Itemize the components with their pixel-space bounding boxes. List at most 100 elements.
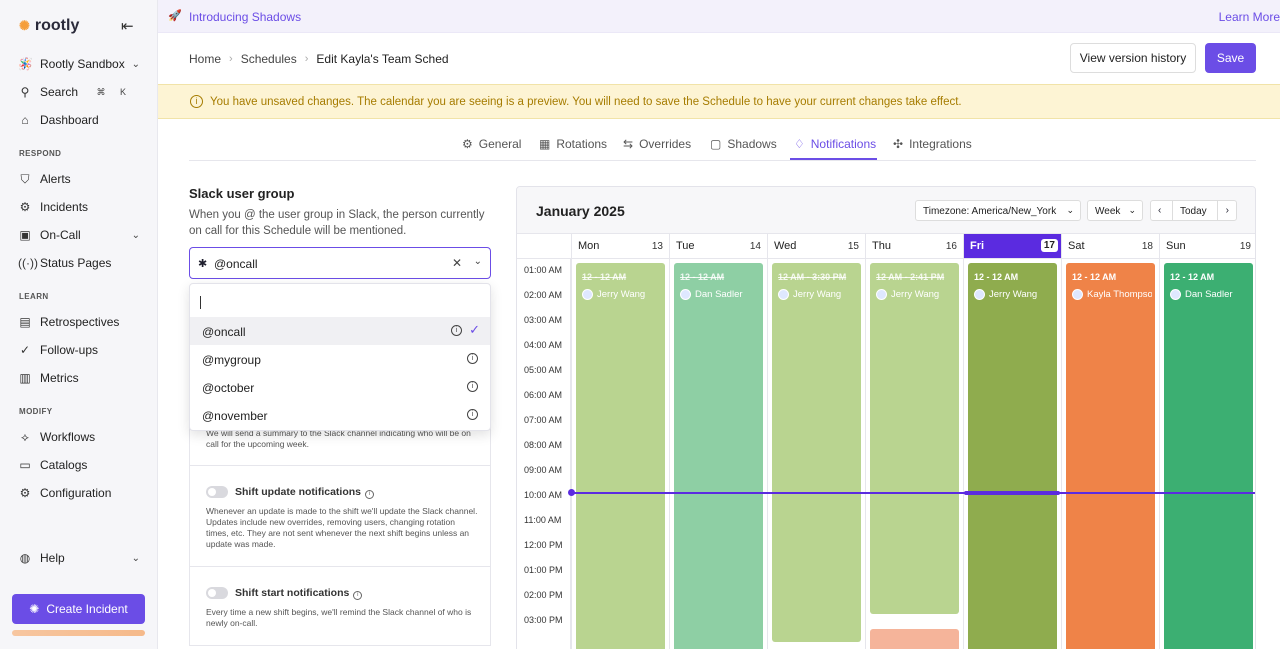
shift-user-name: Dan Sadler — [1185, 289, 1233, 300]
day-header-mon[interactable]: Mon 13 — [571, 234, 669, 259]
tab-rotations[interactable]: ▦ Rotations — [539, 133, 607, 155]
user-group-option[interactable]: @oncall i ✓ — [190, 317, 490, 345]
hour-label: 08:00 AM — [524, 440, 563, 450]
shift-block[interactable]: 12 - 12 AM Jerry Wang — [576, 263, 665, 649]
info-icon[interactable]: i — [451, 325, 462, 336]
view-version-history-button[interactable]: View version history — [1070, 43, 1196, 73]
shield-icon: ⛉ — [20, 171, 30, 186]
info-icon[interactable]: i — [467, 381, 478, 392]
shift-block[interactable] — [870, 629, 959, 649]
today-button[interactable]: Today — [1180, 206, 1207, 217]
user-group-option[interactable]: @october i — [190, 373, 490, 401]
sidebar-item-metrics[interactable]: ▥ Metrics — [18, 369, 142, 387]
tab-integrations[interactable]: ✣ Integrations — [893, 133, 972, 155]
shift-user: Dan Sadler — [1170, 289, 1250, 300]
day-date: 19 — [1239, 241, 1251, 252]
tab-notifications[interactable]: ♢ Notifications — [794, 133, 876, 155]
tab-label: Shadows — [727, 137, 777, 151]
sidebar-item-dashboard[interactable]: ⌂ Dashboard — [18, 111, 142, 129]
hour-label: 01:00 PM — [524, 565, 563, 575]
calendar-toolbar: January 2025 Timezone: America/New_York … — [517, 187, 1255, 234]
shift-time: 12 - 12 AM — [582, 272, 627, 282]
shift-block[interactable]: 12 AM - 2:41 PM Jerry Wang — [870, 263, 959, 614]
card-description: Every time a new shift begins, we'll rem… — [206, 607, 472, 628]
sidebar-item-search[interactable]: ⚲ Search ⌘ K — [18, 83, 142, 101]
shift-update-toggle[interactable] — [206, 486, 228, 498]
hour-label: 06:00 AM — [524, 390, 563, 400]
tab-label: Overrides — [639, 137, 692, 151]
day-date: 14 — [749, 241, 761, 252]
shift-block[interactable]: 12 AM - 3:30 PM Jerry Wang — [772, 263, 861, 642]
sidebar-item-catalogs[interactable]: ▭ Catalogs — [18, 456, 142, 474]
override-icon: ⇆ — [623, 137, 634, 151]
day-header-sat[interactable]: Sat 18 — [1061, 234, 1159, 259]
save-button[interactable]: Save — [1205, 43, 1256, 73]
breadcrumb-schedules[interactable]: Schedules — [240, 52, 297, 66]
user-group-option[interactable]: @november i — [190, 401, 490, 429]
shift-block[interactable]: 12 - 12 AM Jerry Wang — [968, 263, 1057, 649]
day-column: 12 - 12 AM Jerry Wang — [571, 259, 669, 649]
day-header-sun[interactable]: Sun 19 — [1159, 234, 1255, 259]
day-header-thu[interactable]: Thu 16 — [865, 234, 963, 259]
tab-overrides[interactable]: ⇆ Overrides — [623, 133, 691, 155]
hour-label: 02:00 AM — [524, 290, 563, 300]
user-group-search-input[interactable] — [200, 293, 480, 311]
announcement-title[interactable]: Introducing Shadows — [189, 10, 302, 24]
day-header-fri[interactable]: Fri 17 — [963, 234, 1061, 259]
tab-shadows[interactable]: ▢ Shadows — [710, 133, 777, 155]
sidebar-item-follow-ups[interactable]: ✓ Follow-ups — [18, 341, 142, 359]
shift-start-toggle[interactable] — [206, 587, 228, 599]
user-group-dropdown: @oncall i ✓ @mygroup i @october i @novem… — [189, 283, 491, 431]
day-header-wed[interactable]: Wed 15 — [767, 234, 865, 259]
chevron-down-icon: ⌄ — [131, 552, 140, 564]
user-group-option[interactable]: @mygroup i — [190, 345, 490, 373]
chevron-left-icon[interactable]: ‹ — [1158, 205, 1162, 216]
logo[interactable]: ✺ rootly — [19, 17, 79, 35]
day-name: Sat — [1068, 240, 1085, 252]
chevron-down-icon[interactable]: ⌄ — [473, 256, 482, 267]
sidebar-item-configuration[interactable]: ⚙ Configuration — [18, 484, 142, 502]
info-icon[interactable]: i — [353, 591, 363, 600]
sidebar-item-help[interactable]: ◍ Help ⌄ — [18, 549, 142, 567]
shift-user: Jerry Wang — [974, 289, 1054, 300]
day-name: Fri — [970, 240, 985, 252]
collapse-sidebar-icon[interactable]: ⇤ — [121, 18, 134, 35]
sidebar-item-retrospectives[interactable]: ▤ Retrospectives — [18, 313, 142, 331]
option-label: @mygroup — [202, 353, 261, 367]
shift-time: 12 - 12 AM — [974, 272, 1019, 282]
sidebar-item-label: Workflows — [40, 430, 96, 444]
text-caret — [200, 296, 201, 309]
shift-block[interactable]: 12 - 12 AM Dan Sadler — [674, 263, 763, 649]
info-icon[interactable]: i — [467, 409, 478, 420]
info-icon[interactable]: i — [365, 490, 374, 499]
day-date: 18 — [1141, 241, 1153, 252]
day-column: 12 - 12 AM Dan Sadler — [669, 259, 767, 649]
schedule-tabs: ⚙ General ▦ Rotations ⇆ Overrides ▢ Shad… — [189, 128, 1256, 161]
sidebar-item-label: Metrics — [40, 371, 79, 385]
chevron-down-icon: ⌄ — [131, 58, 140, 70]
hour-label: 12:00 PM — [524, 540, 563, 550]
timezone-select[interactable]: Timezone: America/New_York ⌄ — [915, 200, 1081, 221]
sidebar-item-on-call[interactable]: ▣ On-Call ⌄ — [18, 226, 142, 244]
slack-user-group-select[interactable]: ✱ @oncall ✕ ⌄ — [189, 247, 491, 279]
chevron-right-icon[interactable]: › — [1225, 205, 1229, 216]
card-description: Whenever an update is made to the shift … — [206, 506, 478, 549]
tab-general[interactable]: ⚙ General — [462, 133, 521, 155]
org-switcher[interactable]: 🪅 Rootly Sandbox ⌄ — [18, 55, 142, 73]
learn-more-link[interactable]: Learn More — [1218, 10, 1280, 24]
sidebar-item-incidents[interactable]: ⚙ Incidents — [18, 198, 142, 216]
day-header-tue[interactable]: Tue 14 — [669, 234, 767, 259]
view-select[interactable]: Week ⌄ — [1087, 200, 1143, 221]
clear-icon[interactable]: ✕ — [451, 256, 462, 270]
sidebar-item-status-pages[interactable]: ((·)) Status Pages — [18, 254, 142, 272]
shift-block[interactable]: 12 - 12 AM Kayla Thompson — [1066, 263, 1155, 649]
calendar-month: January 2025 — [536, 203, 625, 219]
day-column: 12 - 12 AM Kayla Thompson — [1061, 259, 1159, 649]
breadcrumb-home[interactable]: Home — [189, 52, 222, 66]
create-incident-button[interactable]: ✺ Create Incident — [12, 594, 145, 624]
sidebar-item-alerts[interactable]: ⛉ Alerts — [18, 170, 142, 188]
announcement-banner: 🚀 Introducing Shadows Learn More — [158, 0, 1280, 33]
shift-block[interactable]: 12 - 12 AM Dan Sadler — [1164, 263, 1253, 649]
info-icon[interactable]: i — [467, 353, 478, 364]
sidebar-item-workflows[interactable]: ⟡ Workflows — [18, 428, 142, 446]
